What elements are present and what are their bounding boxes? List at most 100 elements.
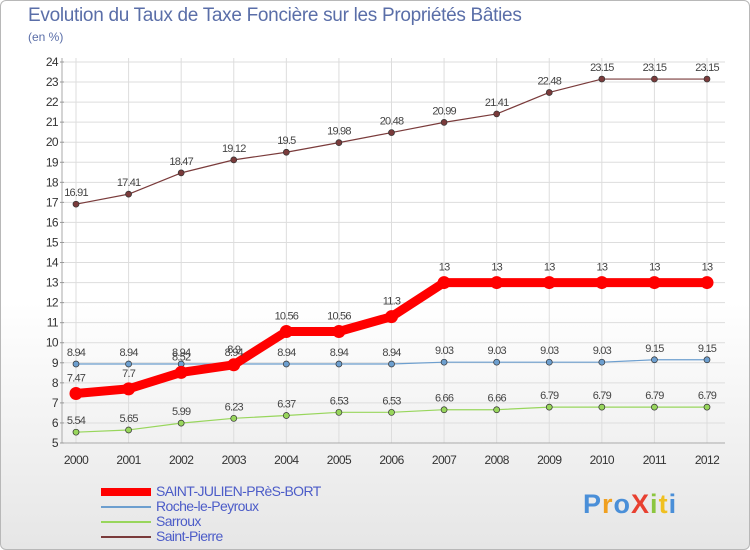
point-sarroux-2003 [230,414,238,422]
legend-label-saint-pierre: Saint-Pierre [156,528,223,544]
logo-letter: o [613,489,632,519]
label-roche-le-peyroux-2000: 8.94 [67,347,86,359]
point-roche-le-peyroux-2010 [598,358,606,366]
logo-letter: r [602,489,614,519]
label-sarroux-2007: 6.66 [435,393,454,405]
point-saint-pierre-2006 [388,129,395,136]
logo-letter: i [668,489,678,519]
proxiti-logo: ProXiti [583,489,677,520]
point-saint-julien-2005 [332,325,346,339]
point-saint-julien-2001 [122,382,136,396]
label-saint-julien-2003: 8.9 [227,344,241,356]
point-saint-julien-2003 [227,358,241,372]
grid [62,58,725,444]
point-saint-julien-2002 [174,365,188,379]
label-saint-pierre-2006: 20.48 [380,116,404,128]
legend-label-saint-julien: SAINT-JULIEN-PRèS-BORT [156,483,321,499]
point-saint-julien-2012 [700,276,714,290]
label-saint-julien-2000: 7.47 [67,372,86,384]
y-tick-label-24: 24 [46,55,59,69]
logo-letter: P [583,489,603,519]
point-sarroux-2005 [335,408,343,416]
logo-letter: X [631,489,651,519]
point-saint-julien-2009 [542,276,556,290]
point-roche-le-peyroux-2005 [335,360,343,368]
point-sarroux-2012 [703,403,711,411]
label-saint-pierre-2008: 21.41 [485,97,509,109]
x-tick-label-2000: 2000 [64,453,89,467]
point-saint-pierre-2005 [335,139,343,146]
x-tick-label-2008: 2008 [485,453,510,467]
label-sarroux-2010: 6.79 [593,390,612,402]
y-tick-label-11: 11 [47,316,59,330]
legend-swatch-saint-pierre [101,536,151,538]
legend-swatch-saint-julien [101,488,151,496]
point-saint-pierre-2009 [545,89,553,96]
point-roche-le-peyroux-2007 [440,358,448,366]
y-tick-label-5: 5 [52,436,59,450]
legend-swatch-sarroux [101,521,151,523]
point-sarroux-2009 [545,403,553,411]
y-tick-label-16: 16 [46,215,59,229]
point-roche-le-peyroux-2012 [703,356,711,364]
y-tick-label-15: 15 [46,235,59,249]
label-roche-le-peyroux-2002: 8.94 [172,347,191,359]
label-saint-pierre-2001: 17.41 [117,177,141,189]
label-roche-le-peyroux-2006: 8.94 [382,347,401,359]
label-saint-pierre-2002: 18.47 [169,156,193,168]
x-tick-label-2009: 2009 [537,453,562,467]
y-tick-label-8: 8 [52,376,59,390]
point-saint-julien-2006 [385,310,398,324]
legend-label-roche-le-peyroux: Roche-le-Peyroux [156,498,259,514]
legend-label-sarroux: Sarroux [156,513,201,529]
point-saint-julien-2000 [69,386,83,400]
label-roche-le-peyroux-2008: 9.03 [488,345,507,357]
x-tick-label-2010: 2010 [590,453,615,467]
label-saint-julien-2012: 13 [702,262,713,274]
label-sarroux-2005: 6.53 [330,395,349,407]
label-roche-le-peyroux-2009: 9.03 [540,345,559,357]
point-saint-julien-2011 [647,276,661,290]
label-roche-le-peyroux-2001: 8.94 [119,347,138,359]
logo-letter: t [658,489,669,519]
label-saint-pierre-2000: 16.91 [64,187,88,199]
label-saint-julien-2008: 13 [491,262,502,274]
point-sarroux-2002 [177,419,185,427]
point-saint-pierre-2008 [493,110,501,118]
y-tick-label-17: 17 [46,195,59,209]
point-sarroux-2000 [72,428,80,436]
x-tick-label-2005: 2005 [327,453,352,467]
label-saint-pierre-2003: 19.12 [222,143,246,155]
y-tick-label-9: 9 [52,356,59,370]
x-tick-label-2012: 2012 [695,453,720,467]
point-saint-julien-2004 [279,325,293,339]
label-roche-le-peyroux-2003: 8.94 [225,347,244,359]
x-tick-label-2002: 2002 [169,453,194,467]
axes: 5 6 7 8 9 10 11 12 13 14 15 16 17 18 19 20 21 22 23 24 2000 2… [46,55,725,467]
label-sarroux-2004: 6.37 [277,399,296,411]
y-tick-label-18: 18 [46,175,59,189]
label-saint-julien-2006: 11.3 [383,296,401,308]
y-tick-label-22: 22 [46,95,59,109]
series-layer [69,75,714,436]
y-tick-label-6: 6 [52,416,59,430]
label-saint-julien-2011: 13 [649,262,660,274]
label-saint-julien-2004: 10.56 [275,311,299,323]
point-saint-julien-2007 [437,276,451,290]
logo-letter: i [650,489,659,519]
label-saint-julien-2002: 8.52 [172,351,191,363]
label-saint-pierre-2010: 23.15 [590,62,614,74]
label-saint-pierre-2012: 23.15 [695,62,719,74]
point-sarroux-2008 [493,406,501,414]
label-saint-julien-2001: 7.7 [122,368,136,380]
point-saint-pierre-2002 [177,169,185,177]
point-saint-pierre-2007 [440,119,448,126]
point-roche-le-peyroux-2006 [388,360,395,368]
y-tick-label-12: 12 [46,296,59,310]
y-tick-label-14: 14 [46,256,59,270]
x-tick-label-2003: 2003 [222,453,247,467]
point-sarroux-2004 [282,412,290,419]
y-tick-label-21: 21 [46,115,59,129]
